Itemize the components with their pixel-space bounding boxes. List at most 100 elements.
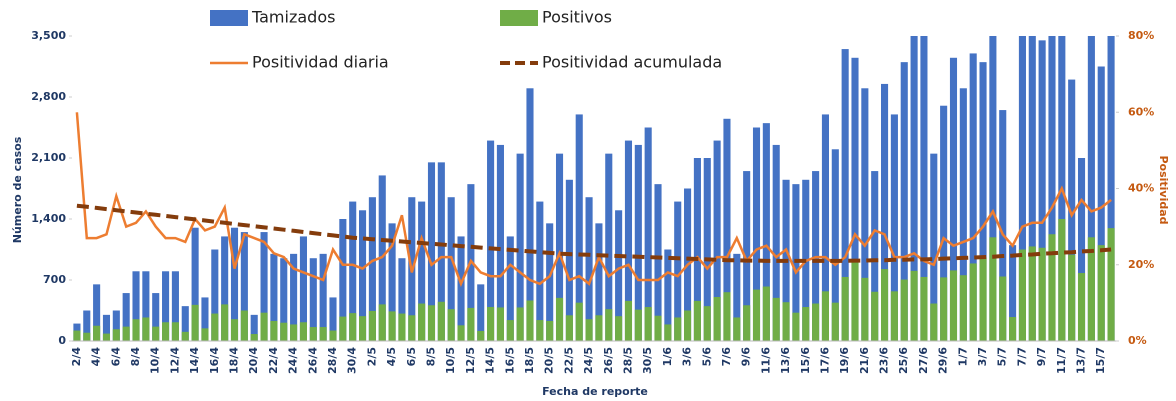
bar xyxy=(920,36,928,341)
bar xyxy=(703,306,711,341)
x-tick-label: 22/4 xyxy=(267,347,280,374)
x-tick-label: 30/5 xyxy=(641,347,654,374)
bar xyxy=(309,258,317,341)
bar xyxy=(349,201,357,341)
bar xyxy=(1068,79,1076,342)
bar xyxy=(1048,234,1056,341)
x-tick-label: 9/6 xyxy=(740,347,753,367)
bar xyxy=(359,210,367,341)
bar xyxy=(122,293,130,341)
x-tick-label: 5/7 xyxy=(996,347,1009,366)
bar xyxy=(152,326,160,341)
x-tick-label: 7/7 xyxy=(1015,347,1028,366)
y2-tick-label: 80% xyxy=(1128,29,1154,42)
bar xyxy=(1038,40,1046,341)
bar xyxy=(546,223,554,341)
bar xyxy=(221,236,229,341)
bar xyxy=(821,291,829,341)
x-tick-label: 14/5 xyxy=(484,347,497,374)
bar xyxy=(221,304,229,341)
bar xyxy=(733,253,741,341)
bar xyxy=(191,227,199,341)
bar xyxy=(1028,246,1036,341)
bar xyxy=(526,88,534,342)
bar xyxy=(83,310,91,341)
bar xyxy=(496,144,504,341)
bar xyxy=(270,253,278,341)
bar xyxy=(565,179,573,341)
bar xyxy=(152,293,160,341)
bar xyxy=(1018,36,1026,341)
x-tick-label: 2/5 xyxy=(365,347,378,366)
bar xyxy=(457,236,465,341)
bar xyxy=(1068,254,1076,341)
bar xyxy=(250,334,258,341)
bar xyxy=(329,330,337,341)
bar xyxy=(162,271,170,341)
bar xyxy=(812,303,820,341)
bar xyxy=(605,309,613,341)
bar xyxy=(181,306,189,341)
bar xyxy=(1107,36,1115,341)
x-tick-label: 30/4 xyxy=(346,347,359,374)
bar xyxy=(762,123,770,342)
x-tick-label: 10/5 xyxy=(444,347,457,374)
bar xyxy=(388,311,396,341)
x-tick-label: 27/6 xyxy=(917,347,930,374)
bar xyxy=(674,201,682,341)
bar xyxy=(201,328,209,341)
bar xyxy=(516,307,524,341)
x-tick-label: 1/6 xyxy=(661,347,674,367)
bar xyxy=(122,326,130,341)
x-tick-label: 20/4 xyxy=(247,347,260,374)
bar xyxy=(427,162,436,341)
bar xyxy=(959,88,967,342)
line xyxy=(75,112,1112,288)
bar xyxy=(969,53,977,342)
bar xyxy=(536,201,544,341)
bar xyxy=(280,258,288,341)
bar xyxy=(851,261,859,341)
bar xyxy=(555,153,564,341)
bar xyxy=(910,36,918,341)
x-tick-label: 10/4 xyxy=(149,347,162,374)
x-tick-label: 23/6 xyxy=(878,347,891,374)
legend-swatch xyxy=(210,10,248,26)
bar xyxy=(684,310,692,341)
bar xyxy=(555,297,564,341)
bar xyxy=(802,307,810,341)
bar xyxy=(910,270,918,341)
x-tick-label: 26/5 xyxy=(602,347,615,374)
x-tick-label: 9/7 xyxy=(1035,347,1048,366)
bar xyxy=(83,332,91,341)
bar xyxy=(181,331,189,341)
y-tick-label: 2,100 xyxy=(31,151,66,164)
x-tick-label: 24/5 xyxy=(582,347,595,374)
x-tick-label: 15/6 xyxy=(799,347,812,374)
x-tick-label: 16/4 xyxy=(208,347,221,374)
bar xyxy=(447,197,455,341)
bar xyxy=(102,314,111,341)
bar xyxy=(693,158,701,341)
bar xyxy=(703,158,711,341)
x-tick-label: 8/5 xyxy=(424,347,437,366)
bar xyxy=(881,269,889,341)
bar xyxy=(477,330,485,341)
bar xyxy=(861,277,869,341)
bar xyxy=(743,171,751,341)
bar xyxy=(1077,273,1086,341)
bar xyxy=(388,223,396,341)
x-tick-label: 3/6 xyxy=(681,347,694,367)
bar xyxy=(378,304,386,341)
y-tick-label: 1,400 xyxy=(31,212,66,225)
bar xyxy=(713,140,721,341)
bar xyxy=(93,325,101,341)
bar xyxy=(624,300,633,341)
bar xyxy=(634,309,642,341)
legend-label: Positivos xyxy=(542,8,612,27)
bar xyxy=(230,319,239,341)
x-tick-label: 3/7 xyxy=(976,347,989,366)
bar xyxy=(349,313,357,341)
